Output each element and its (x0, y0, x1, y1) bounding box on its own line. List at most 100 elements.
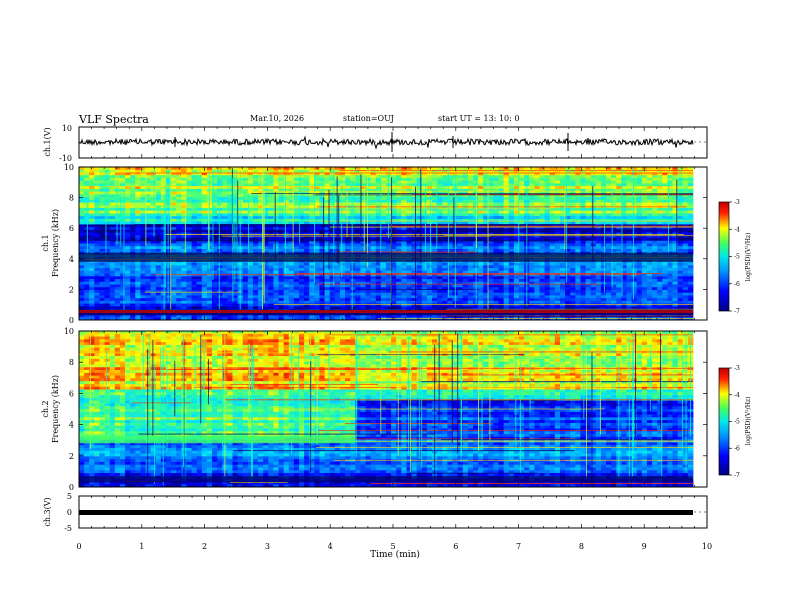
spectrogram-cell (508, 197, 515, 201)
spectrogram-cell (304, 167, 310, 171)
spectrogram-cell (447, 240, 453, 244)
spectrogram-cell (206, 289, 213, 294)
spectrogram-cell (478, 197, 484, 201)
spectrogram-cell (145, 167, 152, 171)
spectrogram-cell (252, 276, 259, 280)
spectrogram-cell (94, 279, 100, 283)
spectrogram-cell (442, 279, 448, 283)
spectrogram-cell (360, 306, 366, 310)
spectrogram-cell (94, 287, 100, 291)
spectrogram-cell (222, 295, 228, 299)
spectrogram-cell (345, 218, 351, 223)
spectrogram-cell (386, 287, 392, 291)
spectrogram-cell (314, 240, 320, 244)
spectrogram-cell (191, 240, 198, 244)
spectrogram-cell (345, 207, 351, 212)
spectrogram-cell (360, 292, 366, 296)
spectrogram-cell (114, 303, 121, 307)
spectrogram-cell (150, 268, 157, 272)
spectrogram-cell (196, 224, 203, 228)
spectrogram-cell (283, 218, 290, 223)
spectrogram-cell (365, 292, 372, 296)
spectrogram-cell (319, 287, 325, 291)
spectrogram-cell (304, 224, 310, 228)
spectrogram-cell (283, 227, 290, 231)
spectrogram-cell (355, 300, 361, 305)
spectrogram-cell (181, 216, 187, 220)
spectrogram-cell (370, 276, 377, 280)
spectrogram-cell (329, 180, 336, 184)
spectrogram-cell (227, 243, 233, 247)
spectrogram-cell (406, 270, 412, 274)
spectrogram-cell (263, 199, 269, 203)
spectrogram-cell (370, 210, 377, 214)
spectrogram-cell (432, 317, 438, 321)
spectrogram-cell (125, 221, 131, 225)
spectrogram-cell (293, 246, 300, 250)
spectrogram-cell (191, 207, 198, 212)
spectrogram-cell (370, 199, 377, 203)
spectrogram-cell (79, 284, 85, 288)
spectrogram-cell (176, 240, 182, 244)
spectrogram-cell (355, 273, 361, 277)
spectrogram-cell (186, 172, 192, 176)
spectrogram-cell (426, 276, 433, 280)
spectrogram-cell (242, 218, 249, 223)
spectrogram-cell (288, 172, 295, 176)
spectrogram-cell (278, 276, 285, 280)
spectrogram-cell (263, 218, 269, 223)
spectrogram-cell (278, 279, 285, 283)
spectrogram-cell (355, 232, 361, 236)
spectrogram-cell (319, 210, 325, 214)
spectrogram-cell (222, 172, 228, 176)
spectrogram-cell (273, 287, 279, 291)
spectrogram-cell (79, 186, 85, 190)
spectrogram-cell (109, 306, 116, 310)
spectrogram-cell (416, 188, 423, 192)
spectrogram-cell (365, 175, 372, 179)
spectrogram-cell (89, 276, 95, 280)
spectrogram-cell (155, 306, 162, 310)
spectrogram-cell (99, 298, 105, 302)
spectrogram-cell (309, 183, 315, 187)
spectrogram-cell (273, 300, 279, 305)
spectrogram-cell (191, 295, 198, 299)
spectrogram-cell (329, 246, 336, 250)
spectrogram-cell (355, 207, 361, 212)
spectrogram-cell (145, 270, 152, 274)
spectrogram-cell (334, 292, 341, 296)
spectrogram-cell (145, 172, 152, 176)
spectrogram-cell (324, 197, 331, 201)
spectrogram-cell (488, 210, 494, 214)
spectrogram-cell (155, 246, 162, 250)
spectrogram-cell (186, 248, 192, 253)
spectrogram-cell (370, 300, 377, 305)
spectrogram-cell (278, 227, 285, 231)
spectrogram-cell (125, 229, 131, 233)
spectrogram-cell (232, 172, 239, 176)
spectrogram-cell (94, 227, 100, 231)
spectrogram-cell (79, 169, 85, 173)
spectrogram-cell (513, 172, 520, 176)
spectrogram-cell (478, 268, 484, 272)
spectrogram-cell (135, 216, 141, 220)
spectrogram-cell (319, 265, 325, 269)
spectrogram-cell (386, 295, 392, 299)
spectrogram-cell (196, 202, 203, 206)
spectrogram-cell (304, 246, 310, 250)
spectrogram-cell (273, 177, 279, 182)
spectrogram-cell (432, 229, 438, 233)
spectrogram-cell (135, 224, 141, 228)
spectrogram-cell (396, 246, 402, 250)
spectrogram-cell (140, 300, 146, 305)
spectrogram-cell (119, 167, 126, 171)
spectrogram-cell (457, 199, 464, 203)
spectrogram-cell (273, 240, 279, 244)
spectrogram-cell (222, 270, 228, 274)
spectrogram-cell (411, 216, 418, 220)
spectrogram-cell (119, 279, 126, 283)
spectrogram-cell (268, 303, 274, 307)
spectrogram-cell (171, 186, 177, 190)
spectrogram-cell (114, 167, 121, 171)
spectrogram-cell (299, 169, 305, 173)
